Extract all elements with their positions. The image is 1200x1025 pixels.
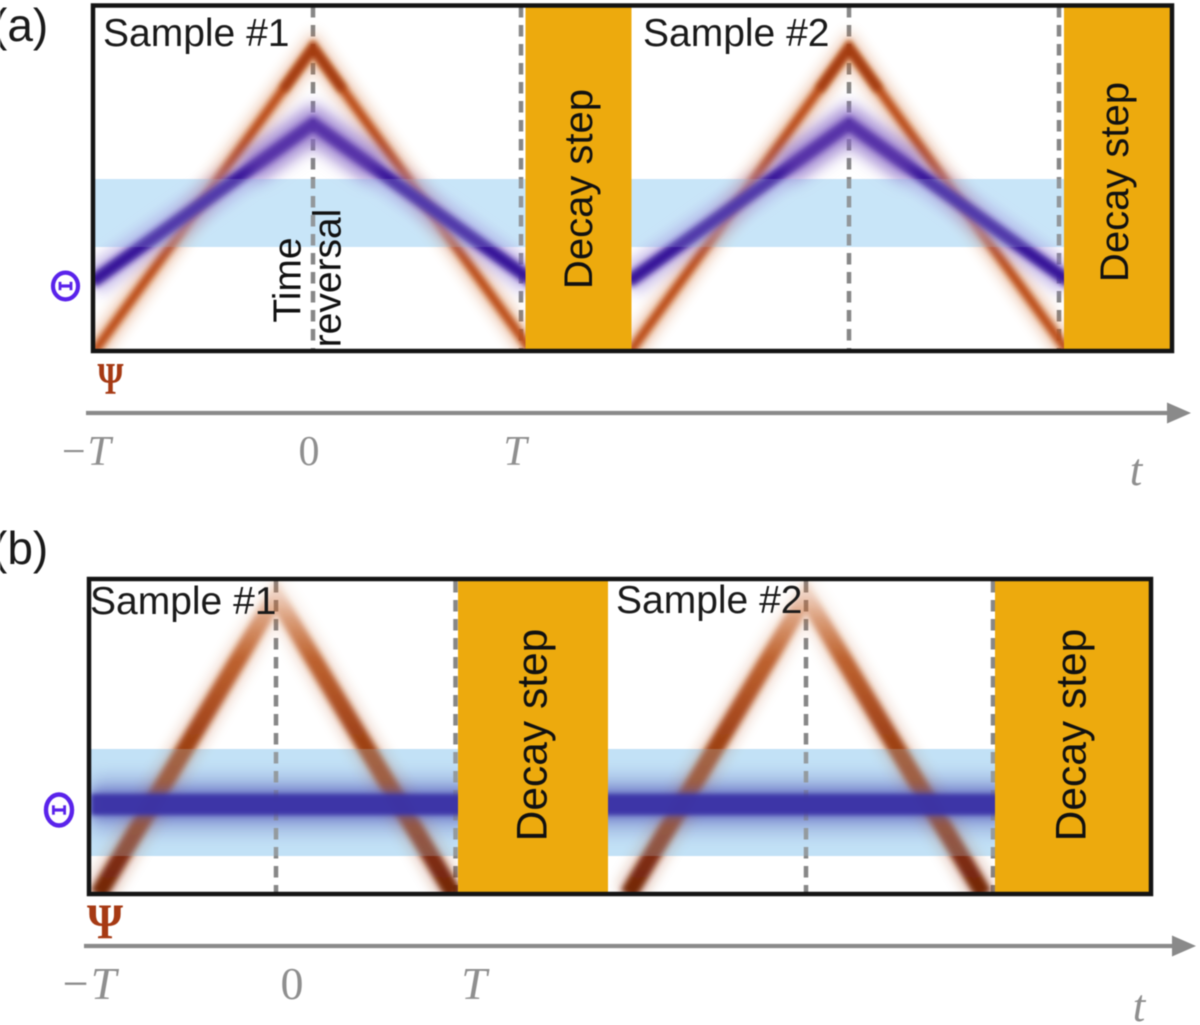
- svg-text:−T: −T: [59, 429, 113, 475]
- svg-text:(a): (a): [0, 0, 48, 51]
- svg-text:Sample #1: Sample #1: [90, 580, 276, 623]
- svg-text:Ψ: Ψ: [98, 354, 124, 404]
- svg-text:T: T: [461, 958, 490, 1009]
- svg-text:t: t: [1133, 981, 1147, 1025]
- svg-text:Sample #2: Sample #2: [616, 579, 802, 622]
- svg-text:Time: Time: [267, 237, 310, 322]
- svg-text:Decay step: Decay step: [510, 629, 557, 842]
- svg-text:Sample #1: Sample #1: [103, 12, 289, 55]
- svg-text:−T: −T: [60, 958, 120, 1009]
- svg-text:T: T: [503, 429, 529, 475]
- svg-text:0: 0: [299, 429, 320, 475]
- svg-text:Decay step: Decay step: [1093, 82, 1137, 282]
- svg-text:Decay step: Decay step: [557, 89, 601, 289]
- svg-text:reversal: reversal: [307, 209, 350, 348]
- svg-text:t: t: [1130, 445, 1144, 495]
- svg-text:0: 0: [281, 958, 304, 1009]
- svg-text:(b): (b): [0, 522, 48, 574]
- svg-text:Ψ: Ψ: [87, 893, 123, 949]
- svg-text:Sample #2: Sample #2: [643, 12, 829, 55]
- svg-text:Decay step: Decay step: [1049, 629, 1096, 842]
